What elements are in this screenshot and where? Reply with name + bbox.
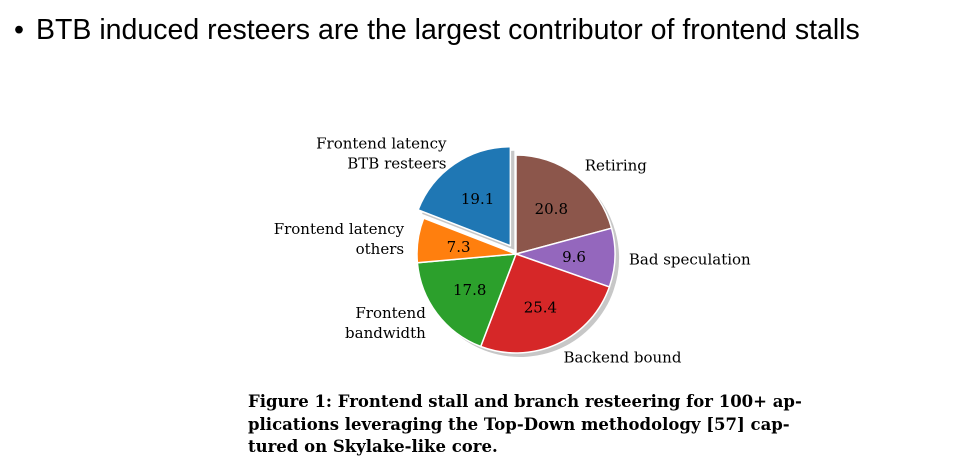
pie-value-frontend-latency-others: 7.3 — [447, 238, 471, 256]
pie-value-frontend-bandwidth: 17.8 — [453, 281, 486, 299]
pie-label-line: Frontend latency — [274, 220, 405, 238]
pie-label-frontend-latency-others: Frontend latency others — [274, 220, 405, 258]
pie-label-line: BTB resteers — [347, 155, 446, 173]
pie-slice-retiring — [515, 154, 613, 255]
caption-line-1: Figure 1: Frontend stall and branch rest… — [248, 392, 802, 411]
pie-label-line: Bad speculation — [629, 250, 751, 268]
pie-label-line: Backend bound — [564, 349, 682, 367]
slide-bullet: • BTB induced resteers are the largest co… — [14, 14, 860, 47]
pie-slice-frontend-bandwidth — [416, 253, 517, 348]
pie-label-frontend-bandwidth: Frontend bandwidth — [345, 304, 426, 342]
pie-slice-frontend-latency-btb-resteers — [417, 146, 512, 247]
pie-value-frontend-latency-btb-resteers: 19.1 — [461, 190, 494, 208]
pie-label-line: Frontend — [355, 304, 426, 322]
pie-value-bad-speculation: 9.6 — [562, 248, 586, 266]
pie-slice-backend-bound — [479, 253, 611, 354]
caption-line-3: tured on Skylake-like core. — [248, 437, 498, 456]
pie-label-bad-speculation: Bad speculation — [629, 250, 751, 268]
pie-label-line: Retiring — [585, 156, 648, 174]
pie-label-line: Frontend latency — [316, 135, 447, 153]
pie-label-retiring: Retiring — [585, 156, 648, 174]
figure-caption: Figure 1: Frontend stall and branch rest… — [248, 391, 808, 459]
bullet-text: BTB induced resteers are the largest con… — [36, 14, 860, 46]
pie-label-line: bandwidth — [345, 324, 426, 342]
pie-slice-frontend-latency-others — [416, 217, 517, 264]
pie-label-line: others — [356, 240, 404, 258]
pie-value-retiring: 20.8 — [535, 200, 568, 218]
pie-label-backend-bound: Backend bound — [564, 349, 682, 367]
pie-label-frontend-latency-btb-resteers: Frontend latency BTB resteers — [316, 135, 447, 173]
pie-value-backend-bound: 25.4 — [524, 299, 557, 317]
bullet-dot: • — [14, 14, 24, 46]
caption-line-2: plications leveraging the Top-Down metho… — [248, 414, 790, 434]
